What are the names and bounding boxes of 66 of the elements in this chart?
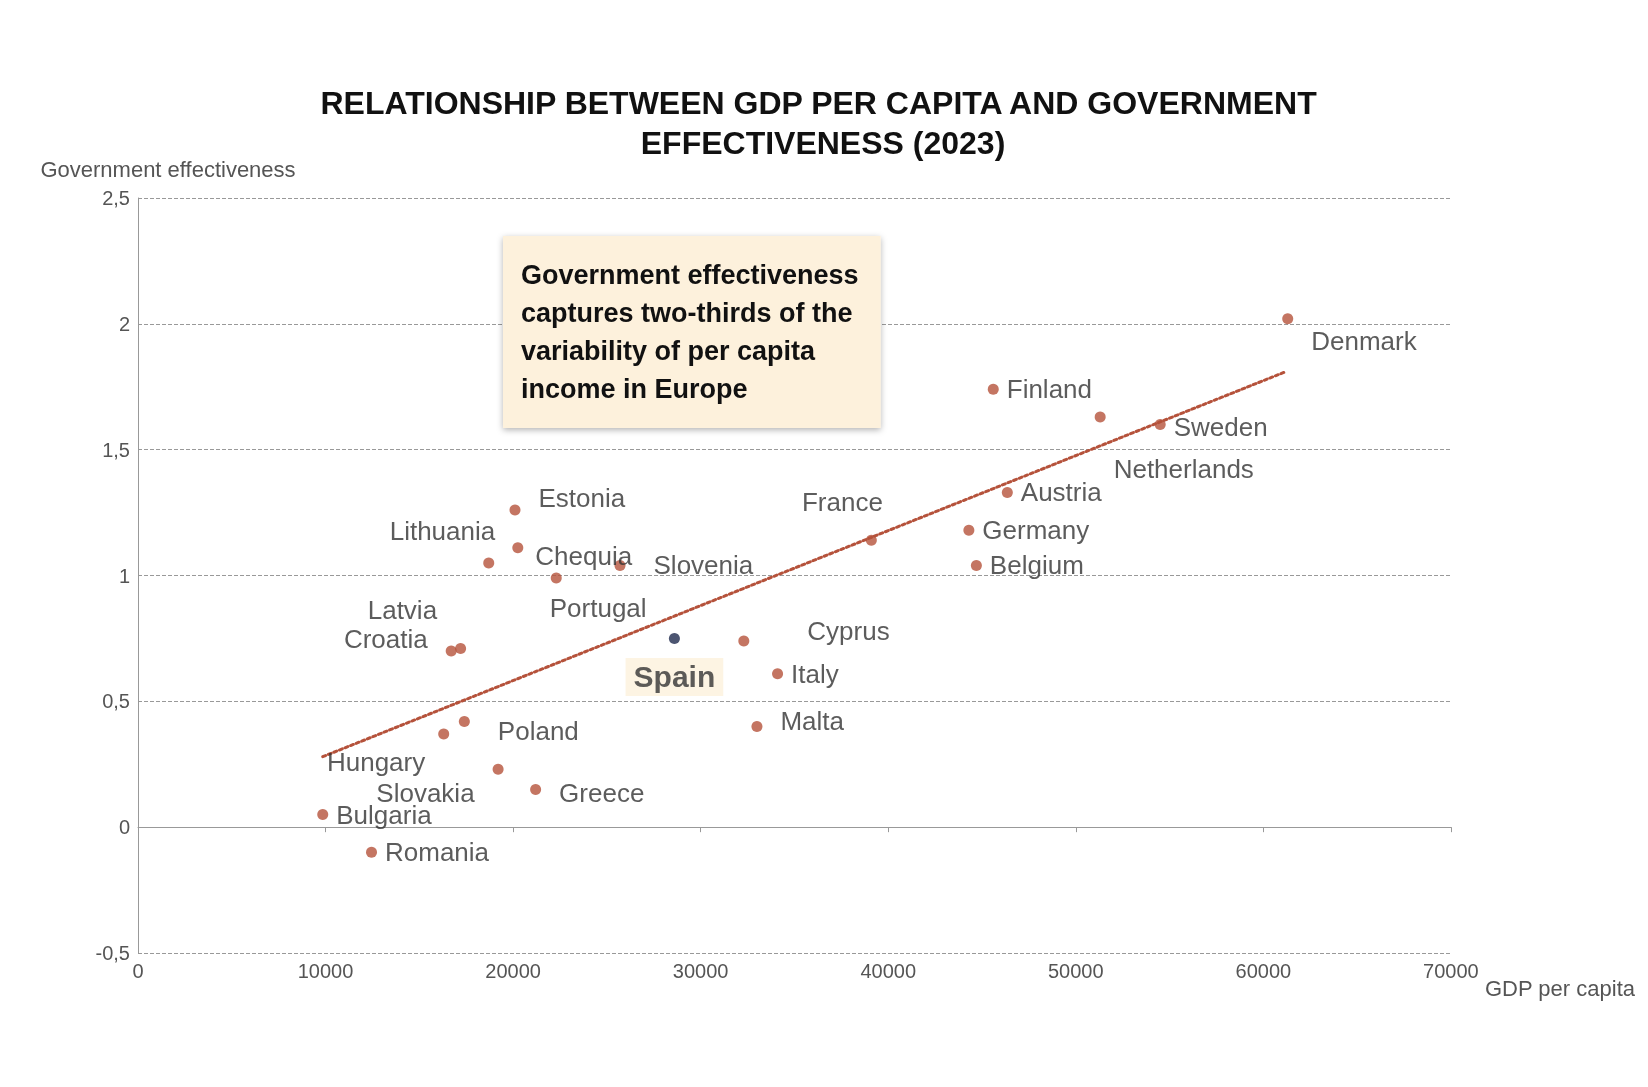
point [1001, 486, 1013, 498]
x-tick-label: 10000 [297, 960, 354, 982]
point [492, 763, 504, 775]
annotation: Hungary [326, 747, 426, 778]
point [987, 383, 999, 395]
x-tick-label: 30000 [672, 960, 729, 982]
y-tick-label: 0,5 [102, 690, 130, 713]
annotation: Lithuania [389, 515, 496, 546]
annotation: Finland [1006, 374, 1093, 405]
annotation: Estonia [538, 483, 626, 514]
point [970, 559, 982, 571]
x-axis-title: GDP per capita [1484, 975, 1636, 1001]
point [963, 524, 975, 536]
annotation: Chequia [535, 540, 633, 571]
y-tick-label: 1 [118, 564, 130, 587]
point [772, 668, 784, 680]
x-tick-label: 20000 [485, 960, 541, 982]
point [445, 645, 457, 657]
y-tick-label: -0,5 [95, 942, 130, 964]
y-tick-label: 2 [118, 312, 130, 335]
annotation: Greece [559, 778, 645, 809]
annotation: Denmark [1311, 325, 1418, 356]
point [1094, 411, 1106, 423]
annotation: Italy [791, 658, 839, 689]
point [751, 721, 763, 732]
annotation: Spain [633, 660, 716, 694]
chart-title: RELATIONSHIP BETWEEN GDP PER CAPITA AND GOVERNMENT EFFECTIVENESS (2023) [320, 85, 1326, 161]
x-tick-label: 0 [132, 960, 144, 982]
point [455, 642, 467, 654]
x-tick-label: 40000 [860, 960, 917, 982]
point [458, 715, 470, 727]
annotation: France [801, 487, 883, 518]
point [512, 542, 524, 554]
annotation: Romania [385, 837, 490, 868]
point [550, 572, 562, 584]
annotation: Sweden [1173, 411, 1268, 442]
annotation: Poland [497, 716, 579, 747]
annotation: Germany [982, 515, 1090, 546]
point [317, 809, 329, 821]
point [1154, 419, 1166, 430]
point [1282, 313, 1294, 325]
point [668, 632, 680, 644]
point [509, 504, 521, 516]
annotation: Croatia [343, 624, 429, 654]
point [865, 534, 877, 546]
x-tick-label: 60000 [1235, 960, 1292, 982]
annotation: Latvia [367, 595, 438, 626]
y-tick-label: 0 [118, 816, 130, 839]
annotation: Cyprus [807, 615, 890, 646]
annotation: Austria [1020, 477, 1103, 508]
y-tick-label: 2,5 [102, 187, 130, 209]
annotation: Malta [780, 705, 845, 736]
x-tick-label: 70000 [1423, 960, 1479, 982]
x-tick-label: 50000 [1047, 960, 1104, 982]
annotation: Slovenia [653, 550, 754, 581]
point [438, 728, 450, 740]
annotation: Netherlands [1113, 453, 1254, 484]
point [483, 557, 495, 569]
point [366, 846, 378, 858]
point [738, 635, 750, 647]
annotation: Government effectiveness captures two-thirds of the variability of per capita income in Europe [521, 260, 859, 404]
annotation: Belgium [989, 550, 1084, 581]
annotation: Portugal [549, 593, 647, 624]
y-axis-title: Government effectiveness [40, 156, 296, 182]
y-tick-label: 1,5 [102, 438, 130, 461]
point [530, 783, 542, 795]
